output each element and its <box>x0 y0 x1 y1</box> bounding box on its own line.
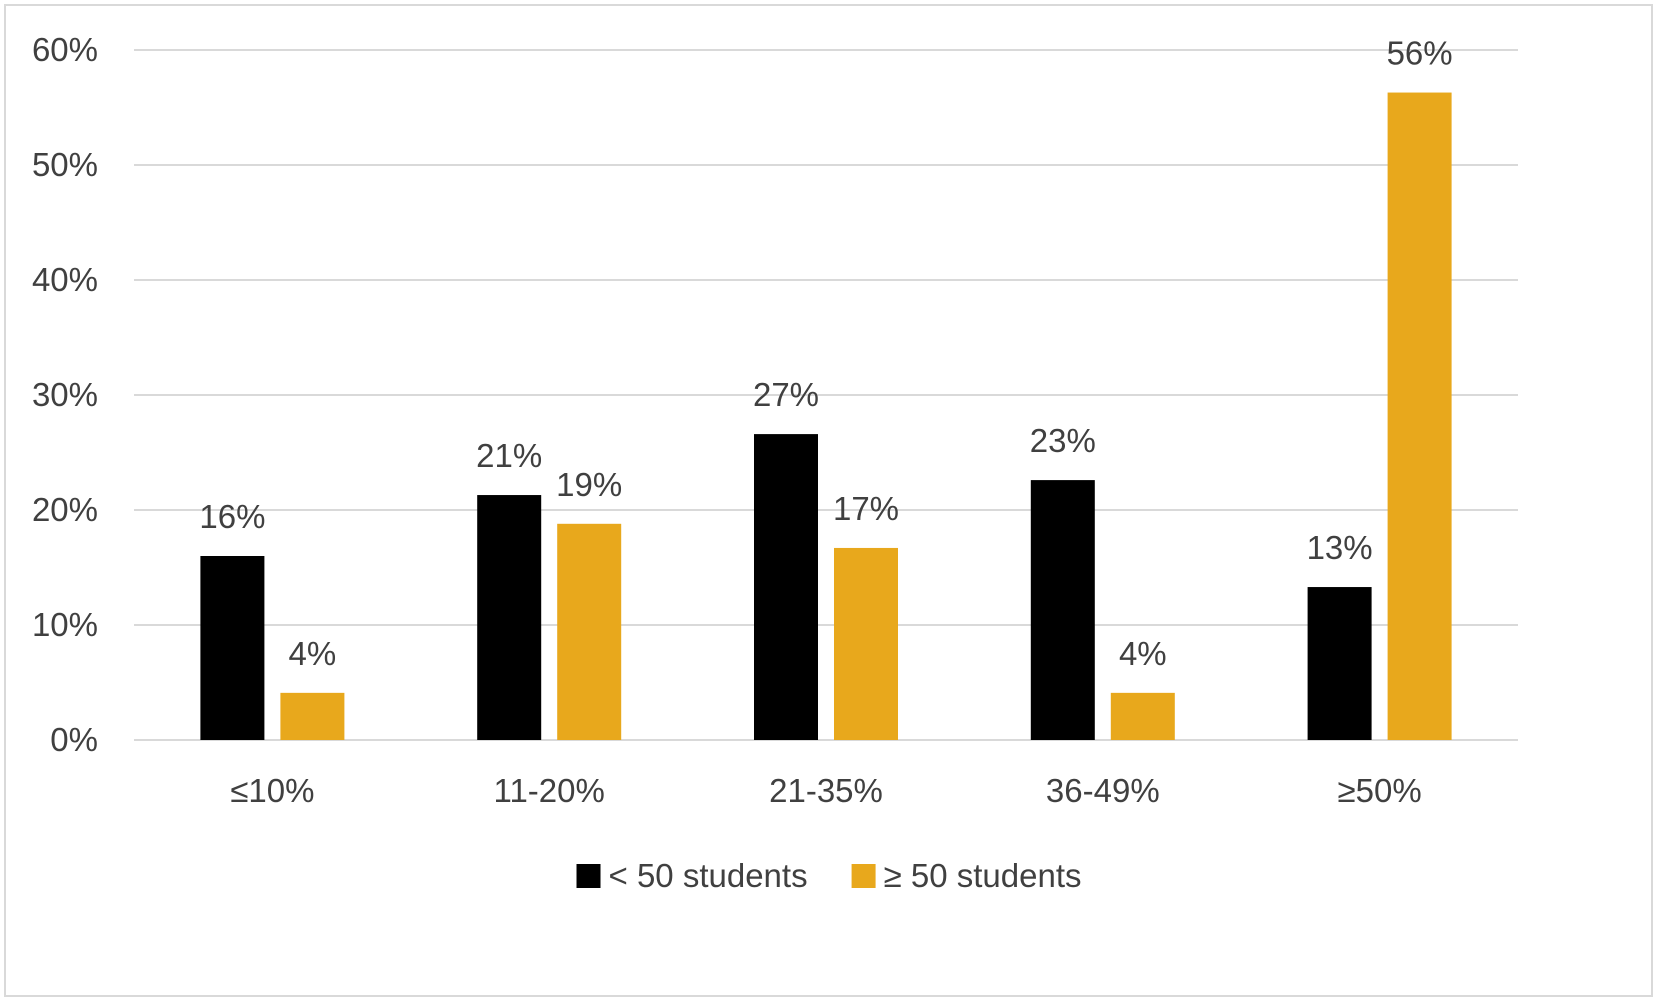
bar-series1-5 <box>1307 587 1372 740</box>
bar-series2-4 <box>1110 692 1175 740</box>
bar-series1-2 <box>477 495 542 740</box>
x-axis-ticks: ≤10% 11-20% 21-35% 36-49% ≥50% <box>230 772 1421 809</box>
y-tick-label: 30% <box>32 376 98 413</box>
y-axis-ticks: 0% 10% 20% 30% 40% 50% 60% <box>32 31 98 758</box>
bar-series2-5 <box>1387 92 1452 741</box>
data-label-series1-4: 23% <box>1030 422 1096 459</box>
x-tick-label: 11-20% <box>494 772 605 809</box>
bars <box>200 92 1452 741</box>
data-label-series1-5: 13% <box>1307 529 1373 566</box>
legend-swatch <box>851 864 876 888</box>
data-label-series1-2: 21% <box>476 437 542 474</box>
data-label-series1-1: 16% <box>199 498 265 535</box>
data-label-series1-3: 27% <box>753 376 819 413</box>
data-label-series2-3: 17% <box>833 490 899 527</box>
bar-series2-1 <box>280 692 345 740</box>
chart-frame <box>4 4 1653 997</box>
legend-item-series1: < 50 students <box>576 857 808 894</box>
x-tick-label: ≤10% <box>230 772 314 809</box>
y-tick-label: 60% <box>32 31 98 68</box>
y-tick-label: 50% <box>32 146 98 183</box>
y-tick-label: 0% <box>50 721 98 758</box>
bar-series1-3 <box>754 434 818 740</box>
legend-item-series2: ≥ 50 students <box>851 857 1082 894</box>
y-tick-label: 20% <box>32 491 98 528</box>
legend: < 50 students ≥ 50 students <box>576 857 1082 894</box>
bar-series1-1 <box>200 556 265 740</box>
y-tick-label: 10% <box>32 606 98 643</box>
x-tick-label: ≥50% <box>1338 772 1422 809</box>
data-label-series2-5: 56% <box>1387 35 1453 72</box>
legend-swatch <box>576 864 601 888</box>
bar-series2-2 <box>557 523 622 740</box>
y-tick-label: 40% <box>32 261 98 298</box>
bar-series2-3 <box>834 547 898 740</box>
data-label-series2-4: 4% <box>1119 635 1167 672</box>
legend-label: ≥ 50 students <box>884 857 1082 894</box>
legend-label: < 50 students <box>609 857 808 894</box>
data-label-series2-2: 19% <box>556 466 622 503</box>
bar-series1-4 <box>1030 480 1095 740</box>
x-tick-label: 36-49% <box>1046 772 1160 809</box>
data-label-series2-1: 4% <box>289 635 337 672</box>
gridlines <box>134 49 1518 741</box>
x-tick-label: 21-35% <box>769 772 883 809</box>
data-labels: 16% 4% 21% 19% 27% 17% 23% 4% 13% 56% <box>199 35 1452 672</box>
